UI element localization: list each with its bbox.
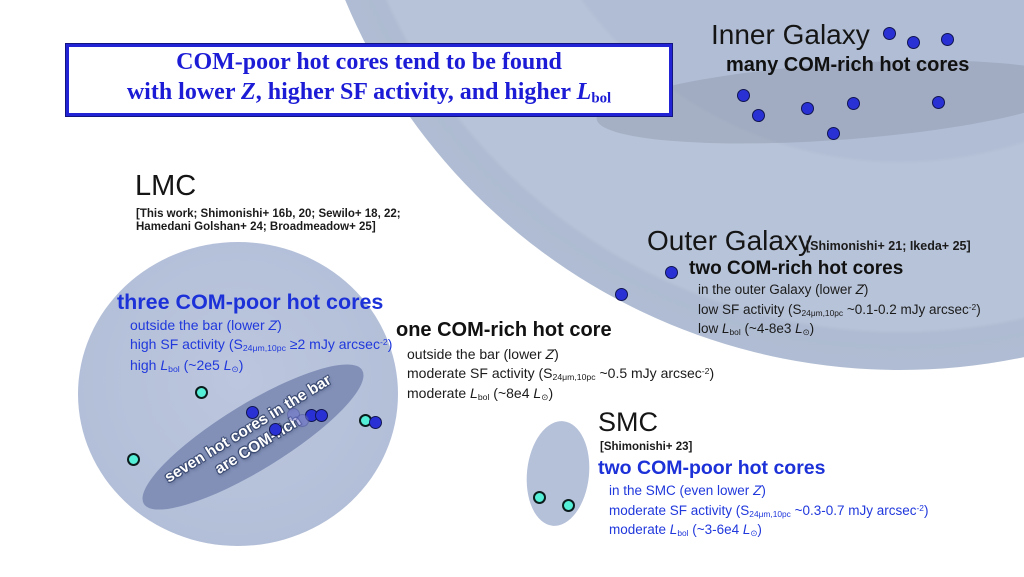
smc-heading: two COM-poor hot cores [598, 457, 826, 479]
detail-line: moderate SF activity (S24μm,10pc ~0.3-0.… [609, 502, 929, 519]
lmc-references: [This work; Shimonishi+ 16b, 20; Sewilo+… [136, 208, 401, 234]
inner-galaxy-hot-core-dot [826, 126, 840, 140]
inner-galaxy-hot-core-dot [906, 35, 920, 49]
inner-galaxy-hot-core-dot [751, 108, 765, 122]
outer-galaxy-hot-core-dot [614, 287, 628, 301]
lmc-faint-hot-core-dot [295, 413, 309, 427]
lmc-references-line2: Hamedani Golshan+ 24; Broadmeadow+ 25] [136, 221, 376, 233]
smc-references: [Shimonishi+ 23] [600, 441, 693, 453]
detail-line: high Lbol (~2e5 L⊙) [130, 357, 244, 375]
detail-line: moderate SF activity (S24μm,10pc ~0.5 mJ… [407, 364, 715, 382]
lmc-com-poor-hot-core-dot [194, 385, 208, 399]
inner-galaxy-hot-core-dot [940, 32, 954, 46]
detail-line: high SF activity (S24μm,10pc ≥2 mJy arcs… [130, 335, 393, 354]
inner-galaxy-hot-core-dot [736, 88, 750, 102]
lmc-details: outside the bar (lower Z) high SF activit… [130, 317, 392, 378]
outer-galaxy-bullet-dot [664, 265, 678, 279]
detail-line: in the outer Galaxy (lower Z) [698, 282, 869, 297]
inner-galaxy-title: Inner Galaxy [711, 19, 870, 50]
one-com-rich-details: outside the bar (lower Z) moderate SF act… [407, 346, 714, 406]
outer-galaxy-details: in the outer Galaxy (lower Z) low SF acti… [698, 282, 981, 340]
inner-galaxy-subtitle: many COM-rich hot cores [726, 54, 970, 76]
lmc-com-poor-hot-core-dot [126, 452, 140, 466]
detail-line: low Lbol (~4-8e3 L⊙) [698, 320, 815, 337]
smc-com-poor-hot-core-dot [532, 490, 546, 504]
inner-galaxy-hot-core-dot [882, 26, 896, 40]
one-com-rich-heading: one COM-rich hot core [396, 319, 612, 341]
smc-details: in the SMC (even lower Z) moderate SF act… [609, 483, 928, 541]
smc-region-ellipse [521, 418, 595, 529]
lmc-com-rich-hot-core-dot [245, 405, 259, 419]
lmc-heading: three COM-poor hot cores [117, 290, 384, 314]
outer-galaxy-title: Outer Galaxy [647, 225, 812, 256]
smc-title: SMC [598, 407, 658, 437]
lmc-references-line1: [This work; Shimonishi+ 16b, 20; Sewilo+… [136, 208, 401, 220]
detail-line: outside the bar (lower Z) [407, 346, 559, 362]
lmc-com-rich-hot-core-dot [368, 415, 382, 429]
inner-galaxy-hot-core-dot [800, 101, 814, 115]
detail-line: outside the bar (lower Z) [130, 317, 282, 333]
title-line1: COM-poor hot cores tend to be found [176, 48, 562, 75]
detail-line: moderate Lbol (~3-6e4 L⊙) [609, 521, 762, 538]
detail-line: moderate Lbol (~8e4 L⊙) [407, 385, 554, 403]
inner-galaxy-hot-core-dot [931, 95, 945, 109]
detail-line: low SF activity (S24μm,10pc ~0.1-0.2 mJy… [698, 301, 981, 318]
outer-galaxy-heading: two COM-rich hot cores [689, 258, 904, 279]
detail-line: in the SMC (even lower Z) [609, 483, 766, 498]
title-box: COM-poor hot cores tend to be found with… [66, 44, 672, 116]
lmc-com-rich-hot-core-dot [268, 422, 282, 436]
lmc-com-rich-hot-core-dot [314, 408, 328, 422]
title-line2: with lower Z, higher SF activity, and hi… [126, 78, 612, 107]
inner-galaxy-hot-core-dot [846, 96, 860, 110]
lmc-title: LMC [135, 170, 197, 202]
outer-galaxy-references: [Shimonishi+ 21; Ikeda+ 25] [806, 239, 971, 253]
smc-com-poor-hot-core-dot [561, 498, 575, 512]
